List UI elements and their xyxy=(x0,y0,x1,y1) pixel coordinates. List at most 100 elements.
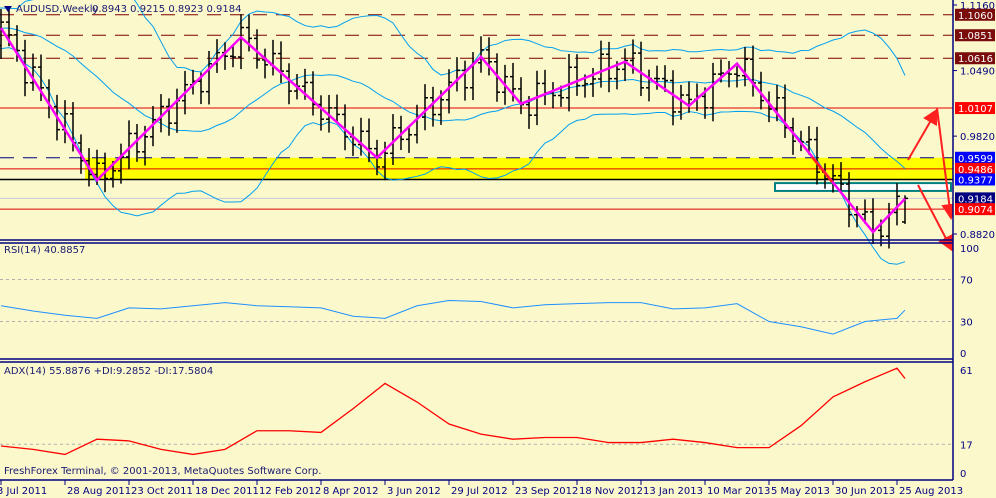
price-bar xyxy=(862,199,868,224)
price-bar xyxy=(734,66,740,88)
price-bar xyxy=(318,95,324,131)
date-label: 12 Feb 2012 xyxy=(259,486,321,497)
price-bar xyxy=(558,85,564,107)
price-tick-label: 1.1160 xyxy=(960,1,995,12)
price-axis-bg xyxy=(953,0,996,498)
price-bar xyxy=(238,14,244,70)
zigzag-line xyxy=(0,27,906,234)
target-box xyxy=(774,182,952,192)
zigzag-break-segment xyxy=(811,156,833,183)
date-label: 28 Aug 2011 xyxy=(67,486,131,497)
price-bar xyxy=(742,46,748,87)
price-bar xyxy=(518,77,524,115)
price-bar xyxy=(254,29,260,69)
date-label: 3 Jun 2012 xyxy=(387,486,441,497)
price-bar xyxy=(838,162,844,194)
bollinger-lower xyxy=(0,47,906,265)
price-bar xyxy=(126,120,132,170)
price-level-label: 1.0616 xyxy=(958,54,993,65)
price-bar xyxy=(0,9,4,59)
rsi-axis-label: 70 xyxy=(960,276,973,287)
price-bar xyxy=(478,36,484,73)
date-label: 10 Mar 2013 xyxy=(707,486,770,497)
price-bar xyxy=(886,202,892,249)
price-bar xyxy=(622,48,628,82)
price-bar xyxy=(646,69,652,102)
adx-panel xyxy=(0,367,953,456)
price-level-label: 0.9599 xyxy=(958,154,993,165)
price-bar xyxy=(286,63,292,105)
adx-axis-label: 61 xyxy=(960,366,973,377)
price-level-label: 1.1060 xyxy=(958,11,993,22)
price-bar xyxy=(342,104,348,151)
price-bar xyxy=(462,60,468,101)
date-label: 30 Jun 2013 xyxy=(835,486,895,497)
price-bar xyxy=(334,94,340,123)
date-label: 18 Dec 2011 xyxy=(195,486,259,497)
price-level-badge xyxy=(955,102,995,115)
forecast-arrow xyxy=(907,108,939,161)
price-bar xyxy=(710,62,716,122)
price-bar xyxy=(166,98,172,136)
ohlc-readout: 0.8943 0.9215 0.8923 0.9184 xyxy=(92,4,242,15)
price-level-label: 1.0851 xyxy=(958,31,993,42)
price-level-badge xyxy=(955,52,995,65)
price-bar xyxy=(446,69,452,114)
date-label: 23 Oct 2011 xyxy=(131,486,193,497)
triangle-down-icon[interactable] xyxy=(4,6,12,12)
price-bar xyxy=(470,52,476,101)
price-bar xyxy=(134,124,140,162)
adx-axis-label: 0 xyxy=(960,469,966,480)
date-label: 18 Nov 2012 xyxy=(579,486,643,497)
copyright-text: FreshForex Terminal, © 2001-2013, MetaQu… xyxy=(4,466,321,477)
price-bar xyxy=(574,54,580,96)
price-bar xyxy=(590,67,596,97)
price-bar xyxy=(430,86,436,127)
price-bar xyxy=(366,118,372,163)
date-label: 25 Aug 2013 xyxy=(899,486,963,497)
forecast-arrow xyxy=(917,184,953,252)
price-level-label: 1.0107 xyxy=(958,104,993,115)
date-label: 29 Jul 2012 xyxy=(451,486,508,497)
adx-title: ADX(14) 55.8876 +DI:9.2852 -DI:17.5804 xyxy=(4,366,213,377)
price-bar xyxy=(670,70,676,126)
price-bar xyxy=(806,126,812,155)
price-bar xyxy=(790,117,796,155)
price-bar xyxy=(230,46,236,68)
price-bar xyxy=(406,126,412,153)
price-bar xyxy=(270,39,276,76)
price-bar xyxy=(662,65,668,92)
date-label: 5 May 2013 xyxy=(771,486,830,497)
rsi-line xyxy=(0,299,906,335)
price-bar xyxy=(638,41,644,97)
date-label: 8 Apr 2012 xyxy=(323,486,378,497)
price-bar xyxy=(454,57,460,92)
price-bar xyxy=(422,84,428,131)
price-bar xyxy=(62,100,68,144)
price-bar xyxy=(686,81,692,113)
price-bar xyxy=(566,54,572,112)
price-level-label: 0.9184 xyxy=(958,194,993,205)
price-bar xyxy=(598,40,604,88)
date-label: 3 Jul 2011 xyxy=(0,486,47,497)
price-bar xyxy=(206,50,212,105)
price-bar xyxy=(358,117,364,156)
price-panel xyxy=(0,0,958,265)
price-level-badge xyxy=(955,173,995,186)
price-level-badge xyxy=(955,162,995,175)
symbol-title: AUDUSD,Weekly xyxy=(16,4,99,15)
price-bar xyxy=(550,82,556,109)
price-bar xyxy=(750,45,756,97)
rsi-axis-label: 0 xyxy=(960,349,966,360)
price-level-label: 0.9377 xyxy=(958,175,993,186)
price-tick-label: 0.8820 xyxy=(960,230,995,241)
price-level-label: 0.9074 xyxy=(958,205,993,216)
price-bar xyxy=(758,71,764,110)
price-level-badge xyxy=(955,151,995,164)
date-label: 23 Sep 2012 xyxy=(515,486,578,497)
price-bar xyxy=(390,114,396,166)
price-bar xyxy=(542,69,548,106)
price-level-badge xyxy=(955,192,995,205)
